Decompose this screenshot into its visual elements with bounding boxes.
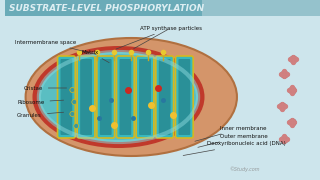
Text: Deoxyribonucleic acid (DNA): Deoxyribonucleic acid (DNA) (183, 141, 286, 156)
FancyBboxPatch shape (77, 56, 95, 138)
Text: Ribosome: Ribosome (17, 100, 64, 105)
Text: Inner membrane: Inner membrane (195, 125, 266, 141)
FancyBboxPatch shape (100, 59, 112, 135)
Text: ©Study.com: ©Study.com (229, 166, 260, 172)
Ellipse shape (33, 46, 204, 148)
Ellipse shape (26, 38, 237, 156)
Text: SUBSTRATE-LEVEL PHOSPHORYLATION: SUBSTRATE-LEVEL PHOSPHORYLATION (9, 3, 204, 12)
FancyBboxPatch shape (179, 59, 190, 135)
Text: Outer membrane: Outer membrane (198, 134, 268, 147)
Text: ATP synthase particles: ATP synthase particles (116, 26, 202, 49)
FancyBboxPatch shape (156, 56, 173, 138)
FancyBboxPatch shape (139, 59, 151, 135)
FancyBboxPatch shape (80, 59, 92, 135)
FancyBboxPatch shape (136, 56, 154, 138)
FancyBboxPatch shape (159, 59, 171, 135)
Text: Cristae: Cristae (23, 86, 67, 91)
Ellipse shape (72, 100, 77, 105)
Bar (5, 0, 320, 16)
Ellipse shape (39, 52, 198, 142)
FancyBboxPatch shape (116, 56, 134, 138)
Bar (202, 0, 320, 16)
FancyBboxPatch shape (175, 56, 193, 138)
Ellipse shape (70, 87, 75, 93)
FancyBboxPatch shape (58, 56, 75, 138)
FancyBboxPatch shape (119, 59, 131, 135)
Ellipse shape (74, 123, 79, 129)
Ellipse shape (70, 111, 75, 116)
Text: Intermembrane space: Intermembrane space (15, 39, 96, 54)
Text: Granules: Granules (17, 112, 64, 118)
Text: Matrix: Matrix (82, 50, 109, 63)
FancyBboxPatch shape (60, 59, 72, 135)
FancyBboxPatch shape (97, 56, 115, 138)
